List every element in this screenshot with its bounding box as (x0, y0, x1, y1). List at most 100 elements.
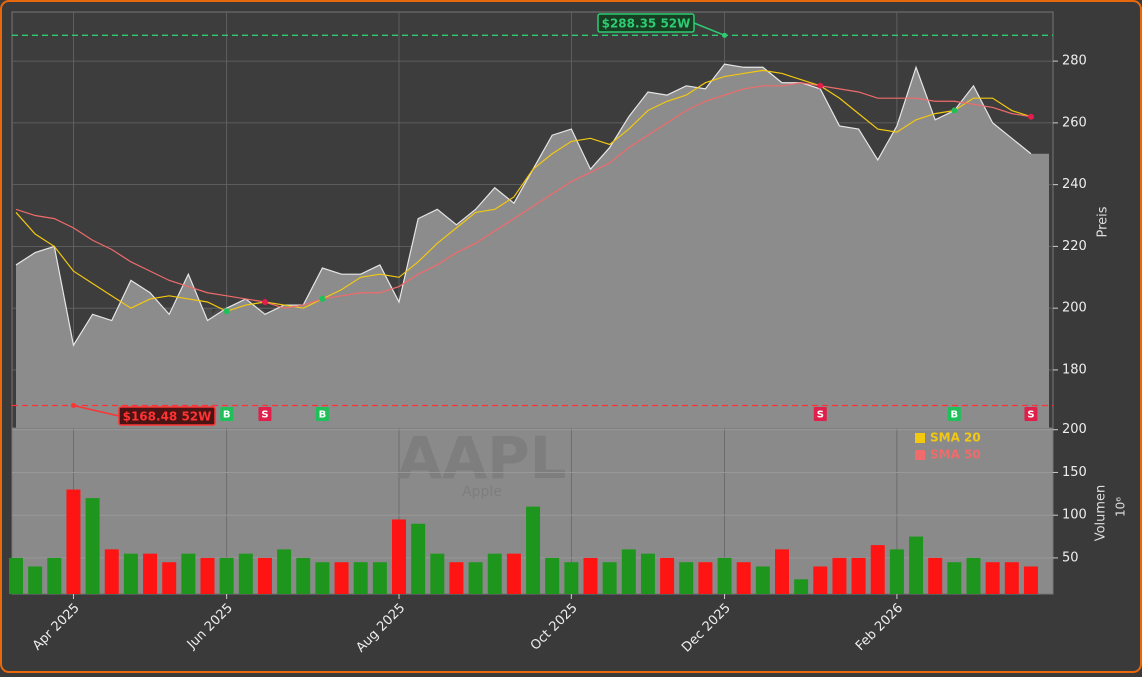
volume-bar (392, 519, 406, 594)
signal-label: B (951, 410, 959, 421)
y-tick-label: 220 (1062, 239, 1087, 254)
volume-bar (889, 549, 904, 594)
sma-line (15, 69, 1032, 312)
legend-label: SMA 50 (930, 448, 981, 462)
signal-badge (315, 407, 329, 421)
y-tick-label: 50 (1062, 550, 1079, 565)
annotation-label: $168.48 52W (123, 410, 212, 424)
volume-bar (545, 557, 560, 594)
volume-bar (277, 549, 292, 594)
signal-badge (220, 407, 234, 421)
volume-bar (640, 553, 655, 594)
y-tick-label: 200 (1062, 422, 1087, 437)
volume-bar (775, 549, 789, 594)
signal-badge (258, 407, 272, 421)
annotation-point (70, 403, 76, 409)
volume-bar (1004, 562, 1019, 594)
signal-dot (223, 308, 230, 315)
signal-badge (813, 407, 827, 421)
volume-bar (411, 523, 426, 594)
volume-bar (909, 536, 924, 594)
watermark: AAPL (397, 424, 566, 492)
volume-bar (315, 562, 330, 594)
volume-bar (334, 562, 349, 594)
volume-bar (583, 557, 598, 594)
y-axis-label: Preis (1096, 206, 1111, 237)
volume-bar (238, 553, 253, 594)
volume-bar (468, 562, 483, 594)
legend-label: SMA 20 (930, 431, 981, 445)
volume-bar (219, 557, 234, 594)
volume-bar (104, 549, 119, 594)
annotation-arrow (693, 22, 725, 37)
signal-label: B (223, 410, 231, 421)
volume-bar (28, 566, 43, 594)
volume-bar (736, 562, 751, 594)
volume-bar (353, 562, 368, 594)
volume-bar (526, 506, 541, 594)
volume-bar (660, 557, 675, 594)
annotation-box (597, 13, 695, 33)
volume-bar (698, 562, 713, 594)
y-tick-label: 240 (1062, 177, 1087, 192)
y-axis-scale: 10⁶ (1114, 497, 1128, 517)
y-axis-label: Volumen (1094, 485, 1109, 542)
volume-bar (143, 553, 158, 594)
price-line (15, 63, 1032, 347)
signal-badge (947, 407, 961, 421)
signal-dot (1027, 113, 1034, 120)
volume-bar (564, 562, 579, 594)
volume-bar (449, 562, 464, 594)
legend-swatch (915, 433, 925, 443)
watermark: Apple (462, 484, 502, 500)
volume-bar (832, 557, 847, 594)
sma-line (15, 82, 1032, 309)
volume-bar (602, 562, 617, 594)
y-tick-label: 150 (1062, 465, 1087, 480)
volume-bar (755, 566, 770, 594)
volume-bar (430, 553, 445, 594)
signal-dot (261, 298, 268, 305)
volume-bar (679, 562, 694, 594)
legend-swatch (915, 450, 925, 460)
signal-dot (817, 82, 824, 89)
volume-bar (947, 562, 962, 594)
annotation-point (722, 32, 728, 38)
volume-bar (200, 557, 215, 594)
volume-bar (257, 557, 272, 594)
volume-bar (794, 579, 809, 594)
y-tick-label: 280 (1062, 54, 1087, 69)
volume-bar (372, 562, 387, 594)
volume-bar (621, 549, 636, 594)
volume-bar (9, 557, 23, 594)
volume-bar (851, 557, 866, 594)
volume-bar (506, 553, 521, 594)
signal-label: S (1027, 410, 1034, 421)
volume-bar (47, 557, 62, 594)
volume-bar (296, 557, 311, 594)
annotation-arrow (73, 404, 120, 417)
volume-bar (966, 557, 981, 594)
volume-bar (85, 498, 100, 594)
price-area (16, 64, 1049, 428)
volume-bar (123, 553, 138, 594)
signal-dot (951, 107, 958, 114)
signal-badge (1024, 407, 1038, 421)
y-tick-label: 180 (1062, 362, 1087, 377)
volume-bar (813, 566, 828, 594)
annotation-label: $288.35 52W (602, 17, 691, 31)
signal-label: S (817, 410, 824, 421)
volume-bar (162, 562, 177, 594)
volume-bar (928, 557, 943, 594)
volume-bar (487, 553, 502, 594)
signal-dot (319, 295, 326, 302)
volume-bar (985, 562, 1000, 594)
y-tick-label: 100 (1062, 508, 1087, 523)
y-tick-label: 260 (1062, 115, 1087, 130)
annotation-box (118, 406, 216, 426)
volume-bar (870, 545, 885, 594)
volume-bar (66, 489, 81, 594)
signal-label: S (261, 410, 268, 421)
volume-bar (717, 557, 732, 594)
